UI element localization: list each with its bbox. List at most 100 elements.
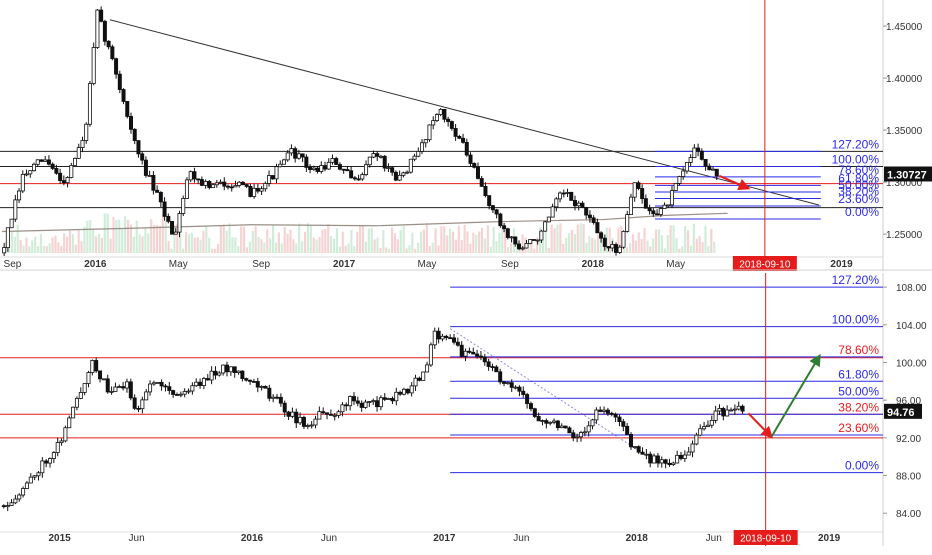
candle-body (39, 159, 44, 162)
candle-body (371, 153, 376, 158)
volume-bar (544, 232, 547, 253)
volume-bar (77, 230, 80, 253)
volume-bar (129, 224, 132, 253)
y-tick-label: 108.00 (896, 283, 927, 294)
volume-bar (7, 246, 11, 253)
candle-body (91, 47, 96, 85)
candle-body (36, 472, 41, 477)
candle-body (9, 502, 14, 506)
candle-body (40, 460, 45, 474)
candle-body (110, 46, 115, 60)
volume-bar (489, 246, 492, 253)
volume-bar (373, 239, 376, 253)
candle-body (213, 370, 218, 376)
candle-body (431, 120, 436, 126)
candle-body (498, 213, 503, 227)
candle-body (326, 161, 331, 170)
highlight-date-label: 2018-09-10 (739, 260, 791, 271)
volume-bar (475, 234, 478, 253)
candle-body (240, 370, 245, 379)
volume-bar (315, 239, 318, 253)
candle-body (74, 398, 79, 408)
candle-body (99, 9, 104, 22)
volume-bar (283, 226, 286, 253)
candle-body (289, 148, 294, 154)
volume-bar (478, 231, 481, 253)
x-tick-label: 2019 (830, 259, 853, 270)
candle-body (524, 243, 529, 249)
candle-body (263, 385, 268, 389)
candle-body (625, 425, 630, 435)
volume-bar (498, 232, 501, 253)
candle-body (94, 360, 99, 372)
volume-bar (161, 214, 164, 253)
candle-body (740, 405, 745, 412)
fib-level-label: 50.00% (838, 384, 879, 398)
volume-bar (686, 230, 690, 253)
candle-body (513, 236, 518, 245)
last-price-label: 1.30727 (887, 169, 927, 181)
candle-body (401, 388, 406, 395)
candle-body (467, 350, 472, 353)
candle-body (643, 198, 648, 209)
candle-body (166, 215, 171, 222)
volume-bar (669, 225, 672, 253)
candle-body (21, 488, 26, 496)
volume-bar (48, 243, 51, 253)
candle-body (472, 163, 477, 168)
volume-bar (411, 232, 414, 253)
candle-body (662, 204, 667, 209)
volume-bar (457, 225, 460, 253)
candle-body (325, 412, 330, 415)
volume-bar (437, 245, 440, 253)
volume-bar (190, 232, 193, 253)
candle-body (386, 398, 391, 400)
volume-bar (28, 246, 31, 253)
candle-body (181, 198, 186, 214)
volume-bar (515, 241, 518, 253)
volume-bar (240, 226, 243, 253)
x-tick-label: 2018 (582, 259, 605, 270)
candle-body (375, 400, 380, 408)
x-tick-label: May (666, 259, 685, 270)
trendline (109, 19, 819, 206)
y-tick-label: 100.00 (896, 358, 927, 369)
candle-body (677, 176, 682, 184)
volume-bar (414, 248, 417, 253)
volume-bar (390, 227, 394, 253)
volume-bar (153, 225, 156, 253)
volume-bar (25, 237, 28, 253)
candle-body (236, 370, 241, 374)
volume-bar (289, 229, 292, 253)
volume-bar (19, 240, 22, 253)
candle-body (555, 420, 560, 429)
candle-body (304, 156, 309, 168)
candle-body (330, 158, 335, 163)
x-tick-label: Jun (321, 533, 337, 544)
candle-body (274, 166, 279, 180)
candle-body (425, 364, 430, 373)
candle-body (13, 498, 18, 504)
volume-bar (71, 234, 74, 253)
fib-level-label: 0.00% (845, 205, 879, 219)
volume-bar (527, 248, 530, 253)
candle-body (178, 393, 183, 396)
volume-bar (135, 220, 138, 253)
fib-level-label: 127.20% (832, 273, 880, 287)
fib-level-label: 78.60% (838, 343, 879, 357)
candle-body (444, 335, 449, 339)
candle-body (599, 232, 604, 239)
candle-body (255, 187, 260, 192)
volume-bar (42, 246, 45, 253)
candle-body (359, 402, 364, 408)
volume-bar (112, 217, 115, 253)
last-price-badge (884, 166, 932, 182)
volume-bar (713, 241, 716, 253)
candle-body (405, 171, 410, 174)
candle-body (713, 410, 718, 421)
volume-bar (376, 237, 379, 253)
candle-body (457, 135, 462, 139)
candle-body (73, 157, 78, 166)
candle-body (482, 356, 487, 363)
